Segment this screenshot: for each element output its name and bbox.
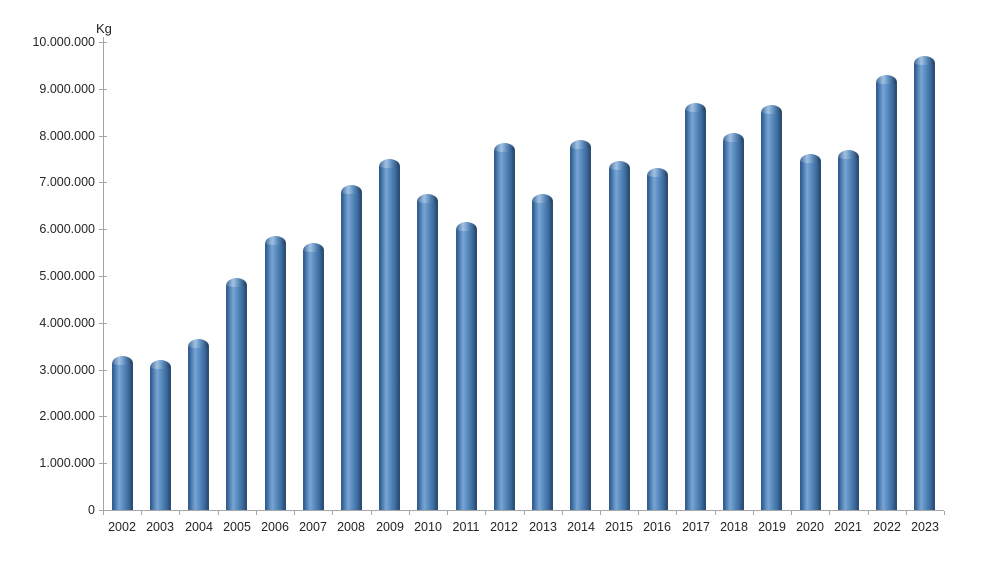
x-axis-label-2016: 2016 (643, 520, 671, 534)
y-axis-tick-label: 2.000.000 (39, 409, 95, 423)
y-axis-tick-label: 0 (88, 503, 95, 517)
x-axis-label-2015: 2015 (605, 520, 633, 534)
x-axis-label-2006: 2006 (261, 520, 289, 534)
bar-2010 (417, 194, 438, 510)
x-axis-tick (256, 511, 257, 515)
bar-2012 (494, 143, 515, 510)
bar-2009 (379, 159, 400, 510)
x-axis-tick (141, 511, 142, 515)
x-axis-tick (600, 511, 601, 515)
bar-2005 (226, 278, 247, 510)
x-axis-label-2003: 2003 (146, 520, 174, 534)
y-axis-tick (99, 136, 107, 137)
x-axis-label-2008: 2008 (337, 520, 365, 534)
x-axis-tick (829, 511, 830, 515)
y-axis-tick (99, 229, 107, 230)
y-axis-line (103, 37, 104, 510)
y-axis-tick (99, 463, 107, 464)
y-axis-tick-label: 6.000.000 (39, 222, 95, 236)
x-axis-label-2005: 2005 (223, 520, 251, 534)
x-axis-tick (906, 511, 907, 515)
y-axis-unit-label: Kg (96, 21, 112, 36)
x-axis-tick (294, 511, 295, 515)
y-axis-tick (99, 370, 107, 371)
y-axis-tick (99, 276, 107, 277)
x-axis-tick (676, 511, 677, 515)
bar-2002 (112, 356, 133, 510)
bar-2022 (876, 75, 897, 510)
x-axis-label-2022: 2022 (873, 520, 901, 534)
x-axis-label-2017: 2017 (682, 520, 710, 534)
bar-2011 (456, 222, 477, 510)
x-axis-tick (524, 511, 525, 515)
x-axis-label-2023: 2023 (911, 520, 939, 534)
bar-2008 (341, 185, 362, 510)
x-axis-label-2012: 2012 (490, 520, 518, 534)
bar-2021 (838, 150, 859, 510)
bar-2014 (570, 140, 591, 510)
bar-2017 (685, 103, 706, 510)
x-axis-tick (562, 511, 563, 515)
y-axis-tick-label: 7.000.000 (39, 175, 95, 189)
x-axis-tick (485, 511, 486, 515)
x-axis-tick (409, 511, 410, 515)
x-axis-label-2020: 2020 (796, 520, 824, 534)
y-axis-tick-label: 1.000.000 (39, 456, 95, 470)
x-axis-tick (371, 511, 372, 515)
x-axis-label-2014: 2014 (567, 520, 595, 534)
y-axis-tick-label: 8.000.000 (39, 129, 95, 143)
y-axis-tick-label: 4.000.000 (39, 316, 95, 330)
y-axis-tick-label: 5.000.000 (39, 269, 95, 283)
y-axis-tick (99, 182, 107, 183)
y-axis-tick (99, 416, 107, 417)
bar-2023 (914, 56, 935, 510)
x-axis-label-2018: 2018 (720, 520, 748, 534)
x-axis-tick (218, 511, 219, 515)
bar-2019 (761, 105, 782, 510)
x-axis-label-2011: 2011 (452, 520, 480, 534)
x-axis-label-2019: 2019 (758, 520, 786, 534)
x-axis-label-2010: 2010 (414, 520, 442, 534)
x-axis-label-2004: 2004 (185, 520, 213, 534)
x-axis-tick (868, 511, 869, 515)
bar-2003 (150, 360, 171, 510)
x-axis-tick (791, 511, 792, 515)
y-axis-tick (99, 42, 107, 43)
y-axis-tick-label: 10.000.000 (32, 35, 95, 49)
x-axis-tick (715, 511, 716, 515)
bar-2018 (723, 133, 744, 510)
bar-2015 (609, 161, 630, 510)
x-axis-tick (447, 511, 448, 515)
x-axis-tick (103, 511, 104, 515)
bar-2013 (532, 194, 553, 510)
x-axis-label-2002: 2002 (108, 520, 136, 534)
y-axis-tick-label: 3.000.000 (39, 363, 95, 377)
bar-2020 (800, 154, 821, 510)
bar-2004 (188, 339, 209, 510)
x-axis-tick (944, 511, 945, 515)
x-axis-line (103, 510, 944, 511)
bar-2016 (647, 168, 668, 510)
y-axis-tick (99, 89, 107, 90)
bar-2007 (303, 243, 324, 510)
x-axis-label-2021: 2021 (834, 520, 862, 534)
y-axis-tick-label: 9.000.000 (39, 82, 95, 96)
x-axis-label-2007: 2007 (299, 520, 327, 534)
bar-2006 (265, 236, 286, 510)
y-axis-tick (99, 510, 107, 511)
y-axis-tick (99, 323, 107, 324)
x-axis-tick (753, 511, 754, 515)
x-axis-tick (332, 511, 333, 515)
x-axis-tick (179, 511, 180, 515)
x-axis-tick (638, 511, 639, 515)
x-axis-label-2009: 2009 (376, 520, 404, 534)
x-axis-label-2013: 2013 (529, 520, 557, 534)
